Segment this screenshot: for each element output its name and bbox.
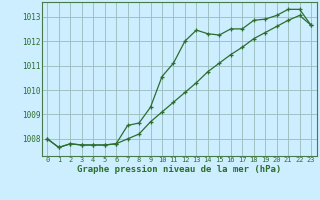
X-axis label: Graphe pression niveau de la mer (hPa): Graphe pression niveau de la mer (hPa) [77, 165, 281, 174]
